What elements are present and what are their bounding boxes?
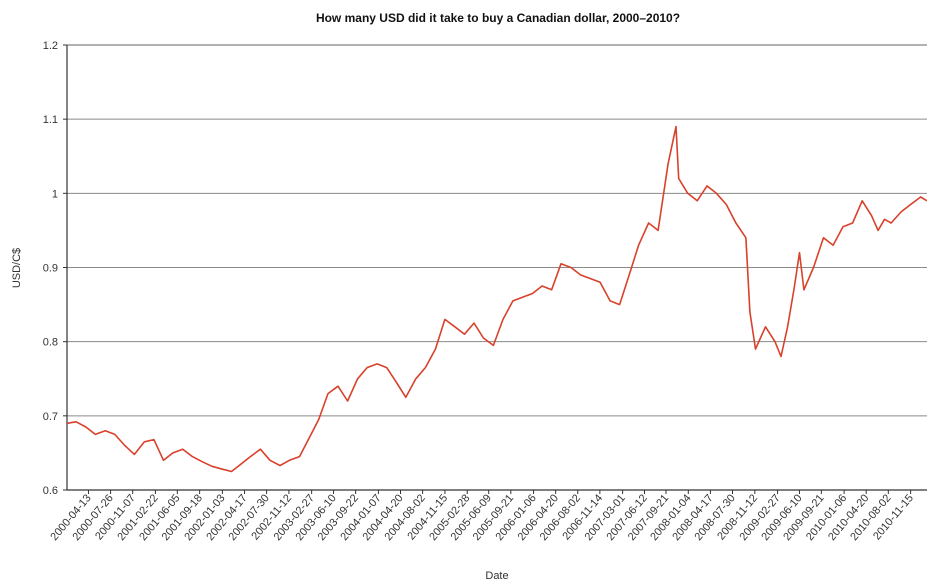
y-axis-ticks: 0.6 0.7 0.8 0.9 1 1.1 1.2 [43, 40, 67, 497]
series-layer [66, 125, 927, 473]
y-tick-label: 0.9 [43, 263, 58, 275]
y-tick-label: 0.8 [43, 337, 58, 349]
x-axis-ticks: 2000-04-132000-07-262000-11-072001-02-22… [48, 490, 916, 543]
x-axis-label: Date [485, 570, 508, 582]
y-axis-label: USD/C$ [11, 248, 23, 288]
y-tick-label: 1.1 [43, 114, 58, 126]
y-tick-label: 0.6 [43, 485, 58, 497]
y-tick-label: 1 [52, 188, 58, 200]
y-tick-label: 1.2 [43, 40, 58, 52]
y-tick-label: 0.7 [43, 411, 58, 423]
series-line [66, 125, 927, 473]
gridlines [67, 44, 927, 417]
chart-title: How many USD did it take to buy a Canadi… [316, 11, 680, 25]
